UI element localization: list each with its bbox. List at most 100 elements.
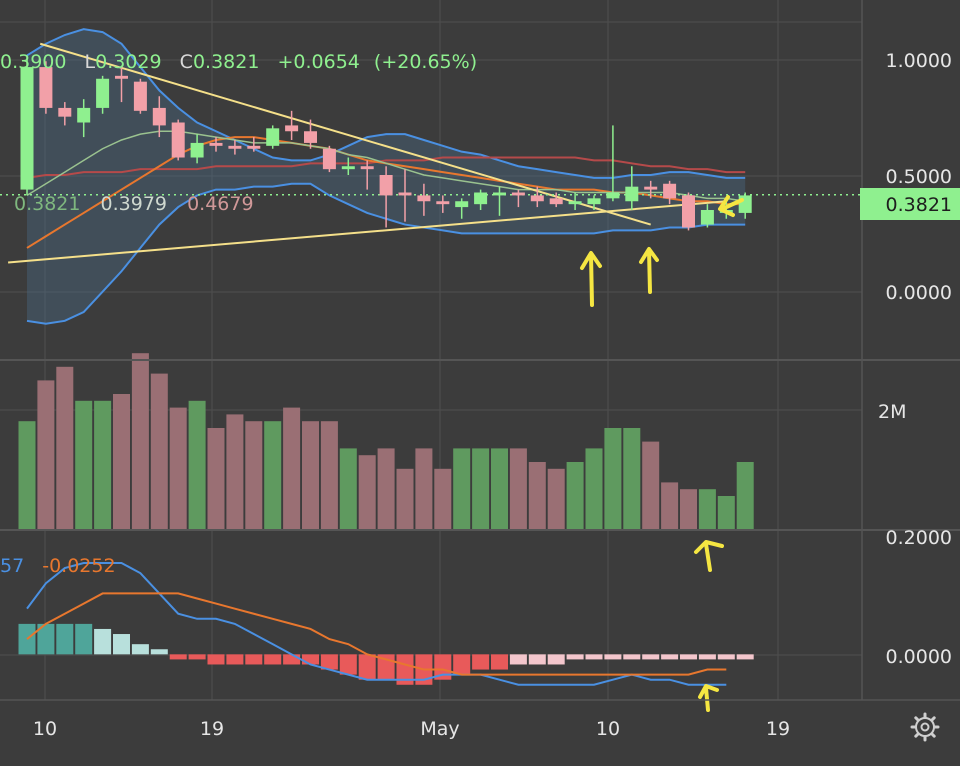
volume-pane[interactable] xyxy=(18,353,754,530)
candle-body xyxy=(587,198,601,205)
volume-bar xyxy=(207,428,225,530)
candle-body xyxy=(20,67,34,190)
volume-tick-2m: 2M xyxy=(878,401,906,423)
macd-histogram-bar xyxy=(661,654,679,660)
candle-body xyxy=(304,131,317,143)
candle-body xyxy=(530,195,544,202)
close-value: 0.3821 xyxy=(193,51,259,73)
volume-bar xyxy=(585,448,603,530)
candle-body xyxy=(417,195,431,202)
annotation-arrow xyxy=(694,540,724,572)
candle-body xyxy=(115,75,128,79)
volume-bar xyxy=(131,353,149,530)
candle-body xyxy=(379,175,393,196)
annotation-arrow xyxy=(698,684,719,712)
macd-histogram-bar xyxy=(566,654,584,660)
volume-bar xyxy=(94,400,112,530)
candle-body xyxy=(190,142,204,158)
volume-bar xyxy=(358,455,376,530)
macd-histogram-bar xyxy=(302,654,319,665)
gear-icon[interactable] xyxy=(910,712,940,742)
volume-bar xyxy=(18,421,36,530)
macd-histogram-bar xyxy=(453,654,471,675)
signal-line xyxy=(26,592,727,676)
candle-body xyxy=(228,145,242,149)
volume-bar xyxy=(736,462,754,530)
macd-histogram-bar xyxy=(717,654,735,660)
volume-bar xyxy=(491,448,508,530)
volume-bar xyxy=(37,380,55,530)
macd-histogram-bar xyxy=(491,654,508,670)
macd-histogram-bar xyxy=(528,654,546,665)
ohlc-legend: 0.3900 L0.3029 C0.3821 +0.0654 (+20.65%) xyxy=(0,51,477,73)
candle-body xyxy=(58,107,72,117)
candle-body xyxy=(549,198,563,205)
volume-bar xyxy=(434,468,452,530)
macd-histogram-bar xyxy=(585,654,603,660)
macd-histogram-bar xyxy=(207,654,225,665)
macd-histogram-bar xyxy=(680,654,697,660)
signal-value: -0.0252 xyxy=(42,555,115,577)
time-label-19: 19 xyxy=(200,718,224,740)
candle-body xyxy=(266,128,280,146)
candle-body xyxy=(493,192,506,196)
volume-bar xyxy=(113,394,130,530)
annotations xyxy=(580,195,744,712)
macd-histogram-bar xyxy=(264,654,282,665)
annotation-arrow xyxy=(639,247,659,294)
candle-body xyxy=(398,192,412,196)
volume-bar xyxy=(245,421,263,530)
macd-pane[interactable] xyxy=(18,561,754,686)
macd-histogram-bar xyxy=(396,654,414,685)
candle-body xyxy=(436,201,450,205)
macd-value: 57 xyxy=(0,555,24,577)
candle-body xyxy=(644,186,658,190)
macd-histogram-bar xyxy=(547,654,565,665)
price-pane[interactable] xyxy=(0,28,862,325)
candle-body xyxy=(511,192,525,196)
candle-body xyxy=(247,145,261,149)
volume-bar xyxy=(302,421,319,530)
price-tick-0: 0.0000 xyxy=(886,282,952,304)
macd-histogram-bar xyxy=(150,649,168,655)
candle-body xyxy=(171,122,185,158)
macd-histogram-bar xyxy=(188,654,206,660)
macd-tick-0-2: 0.2000 xyxy=(886,527,952,549)
close-label: C xyxy=(180,51,193,73)
low-value: 0.3029 xyxy=(95,51,161,73)
volume-bar xyxy=(604,428,622,530)
candle-body xyxy=(606,192,620,199)
volume-bar xyxy=(377,448,395,530)
volume-bar xyxy=(75,400,93,530)
candle-body xyxy=(133,81,147,111)
macd-legend: 57 -0.0252 xyxy=(0,555,116,577)
volume-bar xyxy=(528,462,546,530)
volume-bar xyxy=(566,462,584,530)
volume-bar xyxy=(396,468,414,530)
time-label-10: 10 xyxy=(33,718,57,740)
volume-bar xyxy=(226,414,244,530)
volume-bar xyxy=(642,441,660,530)
trendline-upper xyxy=(39,42,651,226)
candle-body xyxy=(455,201,469,208)
candle-body xyxy=(682,195,695,228)
macd-histogram-bar xyxy=(320,654,338,670)
macd-tick-0: 0.0000 xyxy=(886,646,952,668)
macd-histogram-bar xyxy=(94,628,112,655)
price-tick-0-5: 0.5000 xyxy=(886,166,952,188)
time-label-10b: 10 xyxy=(596,718,620,740)
price-tick-1: 1.0000 xyxy=(886,50,952,72)
volume-bar xyxy=(472,448,490,530)
low-label: L xyxy=(85,51,96,73)
volume-bar xyxy=(509,448,527,530)
annotation-arrow xyxy=(718,195,744,217)
macd-histogram-bar xyxy=(245,654,263,665)
candle-body xyxy=(738,195,752,213)
macd-histogram-bar xyxy=(75,623,93,655)
candle-body xyxy=(285,125,299,132)
volume-bar xyxy=(56,366,74,530)
candle-body xyxy=(77,107,91,123)
indicator-value-2: 0.3979 xyxy=(101,193,167,215)
volume-bar xyxy=(623,428,641,530)
